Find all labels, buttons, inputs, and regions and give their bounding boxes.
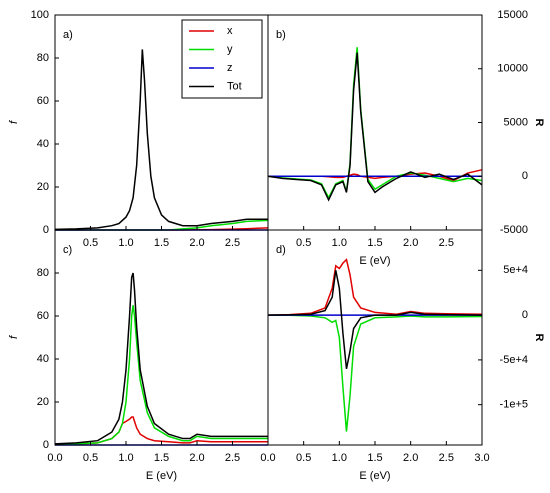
y-axis-label: R (533, 334, 545, 342)
legend-label: Tot (227, 80, 242, 92)
series-line (54, 305, 268, 446)
y-tick-label: -5000 (500, 224, 528, 236)
y-axis-label: R (533, 119, 545, 127)
x-tick-label: 1.0 (332, 452, 347, 464)
y-tick-label: 5e+4 (503, 264, 528, 276)
y-tick-label: -5e+4 (500, 354, 528, 366)
y-tick-label: 0 (43, 224, 49, 236)
series-line (267, 258, 483, 316)
y-tick-label: -1e+5 (500, 399, 528, 411)
y-tick-label: 0 (43, 439, 49, 451)
y-tick-label: 5000 (504, 116, 528, 128)
series-line (54, 272, 268, 445)
x-tick-label: 2.5 (225, 237, 240, 249)
x-tick-label: 2.0 (403, 452, 418, 464)
x-tick-label: 0.0 (260, 452, 275, 464)
plot-frame (267, 14, 483, 231)
panel-label: b) (276, 29, 286, 41)
series-line (267, 47, 483, 200)
x-tick-label: 1.5 (367, 452, 382, 464)
x-tick-label: 2.0 (189, 452, 204, 464)
series-line (267, 270, 483, 369)
y-tick-label: 100 (31, 9, 49, 21)
y-tick-label: 60 (37, 310, 49, 322)
legend-label: z (227, 62, 233, 74)
x-tick-label: 2.5 (439, 237, 454, 249)
x-tick-label: 0.5 (296, 237, 311, 249)
x-tick-label: 1.5 (154, 237, 169, 249)
y-tick-label: 0 (522, 309, 528, 321)
series-line (54, 416, 268, 446)
panel-label: c) (63, 244, 72, 256)
y-tick-label: 10000 (497, 63, 528, 75)
x-tick-label: 2.5 (439, 452, 454, 464)
x-tick-label: 3.0 (474, 452, 489, 464)
x-axis-label: E (eV) (359, 470, 390, 482)
y-tick-label: 0 (522, 170, 528, 182)
y-tick-label: 40 (37, 353, 49, 365)
x-tick-label: 2.0 (403, 237, 418, 249)
series-line (54, 49, 268, 231)
y-tick-label: 20 (37, 396, 49, 408)
x-axis-label: E (eV) (146, 470, 177, 482)
y-axis-label: f (8, 120, 20, 124)
legend-label: x (227, 25, 233, 37)
x-tick-label: 0.5 (296, 452, 311, 464)
y-tick-label: 80 (37, 52, 49, 64)
plot-frame (54, 14, 269, 231)
x-tick-label: 0.5 (83, 237, 98, 249)
x-tick-label: 1.0 (332, 237, 347, 249)
x-tick-label: 0.0 (47, 452, 62, 464)
y-axis-label: f (8, 335, 20, 339)
panel-label: a) (63, 29, 73, 41)
legend-label: y (227, 43, 233, 55)
y-tick-label: 60 (37, 95, 49, 107)
y-tick-label: 15000 (497, 9, 528, 21)
y-tick-label: 80 (37, 267, 49, 279)
y-tick-label: 40 (37, 138, 49, 150)
series-line (267, 52, 483, 202)
x-tick-label: 0.5 (83, 452, 98, 464)
series-line (267, 314, 483, 432)
x-tick-label: 2.0 (189, 237, 204, 249)
panel-label: d) (276, 244, 286, 256)
x-tick-label: 1.5 (367, 237, 382, 249)
x-tick-label: 1.0 (118, 237, 133, 249)
x-axis-label: E (eV) (359, 255, 390, 267)
x-tick-label: 1.5 (154, 452, 169, 464)
x-tick-label: 2.5 (225, 452, 240, 464)
y-tick-label: 20 (37, 181, 49, 193)
x-tick-label: 1.0 (118, 452, 133, 464)
plot-frame (54, 229, 269, 446)
legend-box (181, 19, 263, 99)
